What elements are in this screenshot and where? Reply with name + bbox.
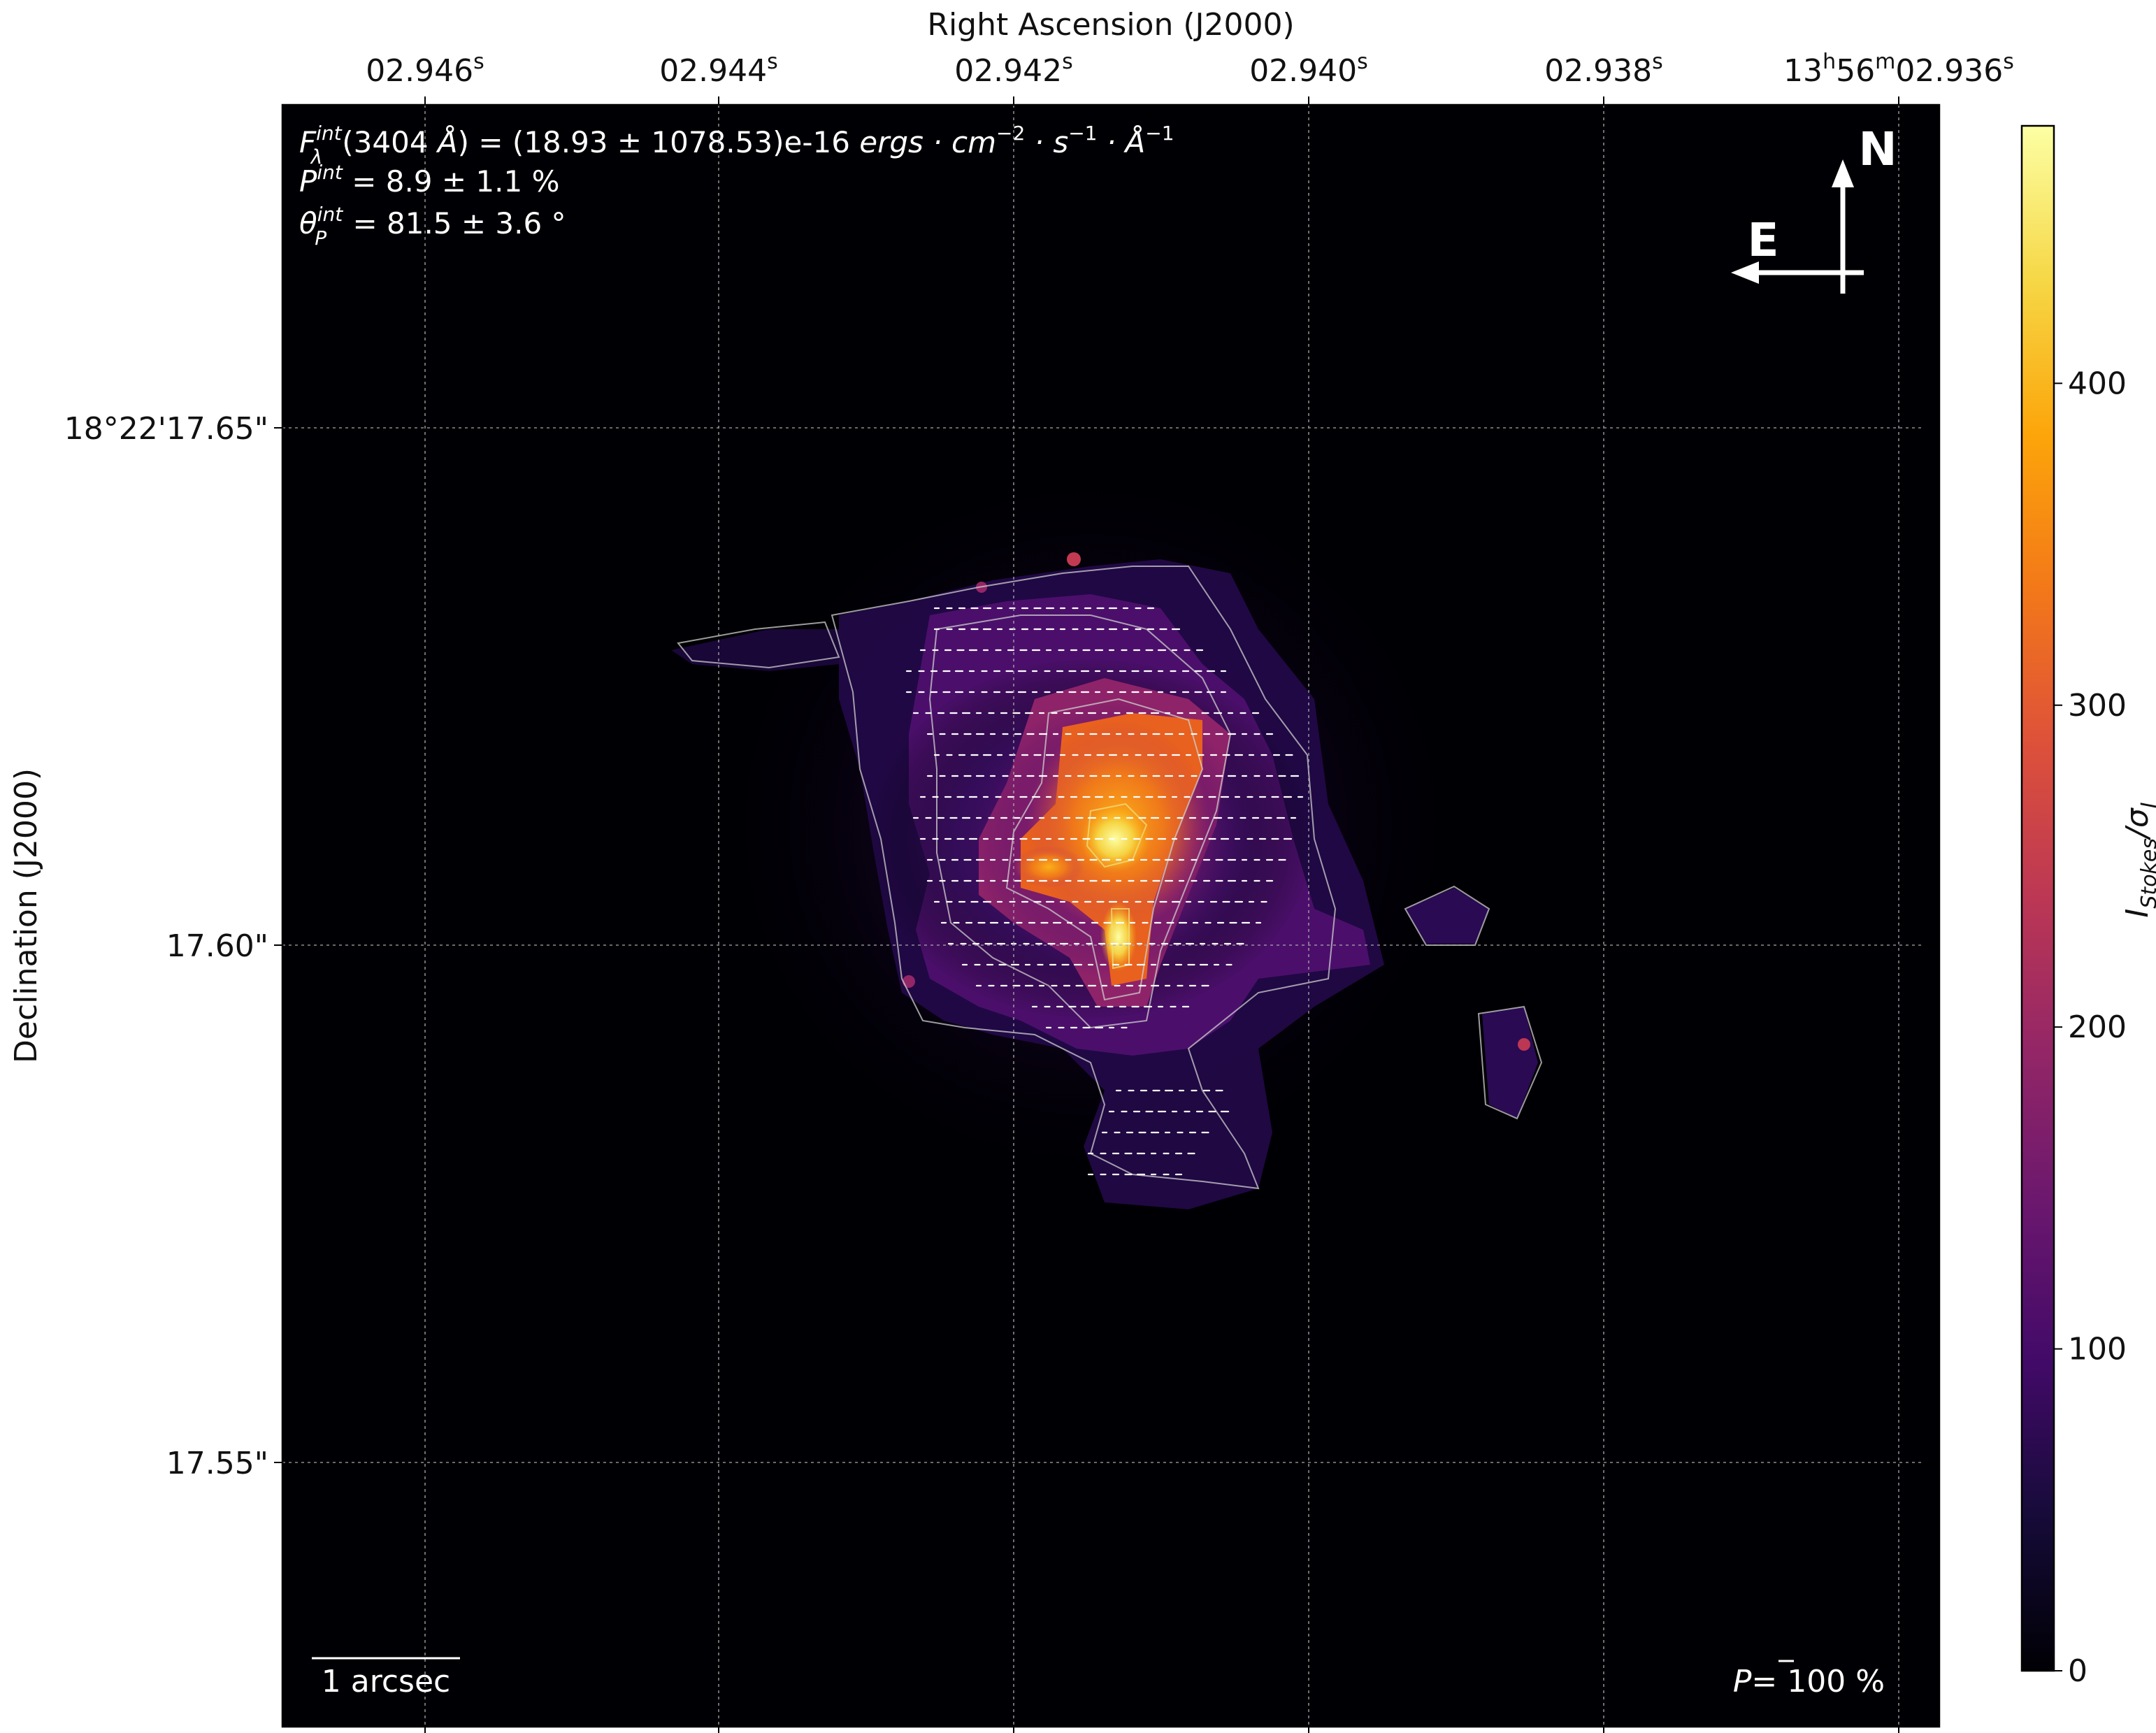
xtick-label-6: 13h56m02.936s xyxy=(1783,50,2014,89)
x-axis-label: Right Ascension (J2000) xyxy=(927,7,1294,43)
north-arrow-head xyxy=(1832,159,1854,187)
core-primary xyxy=(1080,805,1150,872)
xtick-5-unit: s xyxy=(1652,50,1663,74)
scalebar-label: 1 arcsec xyxy=(322,1664,450,1699)
xtick-6-minutes: 56 xyxy=(1836,53,1875,89)
ytick-label-2: 17.60" xyxy=(166,928,268,964)
xtick-label-2: 02.944s xyxy=(659,50,778,89)
east-arrow-head xyxy=(1731,261,1759,284)
angle-sub: P xyxy=(315,226,326,250)
xtick-5-value: 02.938 xyxy=(1544,53,1652,89)
xtick-2-unit: s xyxy=(767,50,778,74)
xtick-1-unit: s xyxy=(473,50,484,74)
xtick-6-h: h xyxy=(1823,50,1836,74)
xtick-6-seconds: 02.936 xyxy=(1895,53,2003,89)
vector-scale-eq: = xyxy=(1751,1664,1787,1699)
east-knot xyxy=(1482,1007,1538,1119)
plot-frame xyxy=(281,103,1941,1728)
vector-scale-label: P= 100 % xyxy=(1733,1664,1885,1699)
contour-east-knot xyxy=(1477,1005,1543,1120)
xtick-label-4: 02.940s xyxy=(1249,50,1368,89)
xtick-6-m: m xyxy=(1875,50,1895,74)
colorbar-gradient xyxy=(2020,124,2055,1672)
flux-wavelength: (3404 xyxy=(342,125,438,159)
flux-value: ) = (18.93 ± 1078.53)e-16 xyxy=(458,125,860,159)
colorbar-tick-label-0: 0 xyxy=(2068,1653,2087,1689)
x-tick-labels: 02.946s 02.944s 02.942s 02.940s 02.938s … xyxy=(366,50,2014,89)
polarization-annotation: Pint = 8.9 ± 1.1 % xyxy=(299,161,559,199)
contour-outer xyxy=(831,566,1337,1190)
xtick-4-unit: s xyxy=(1357,50,1368,74)
polarization-vectors xyxy=(905,607,1304,1176)
knot-north-1 xyxy=(1067,552,1081,566)
cb-label-slash: /σ xyxy=(2120,807,2155,841)
cb-label-sub: Stokes xyxy=(2137,838,2156,909)
xtick-4-value: 02.940 xyxy=(1249,53,1357,89)
colorbar-tick-label-3: 300 xyxy=(2068,688,2127,724)
colorbar-ticks: 0 100 200 300 400 xyxy=(2054,366,2127,1689)
plot-area: Fint λ (3404 Å) = (18.93 ± 1078.53)e-16 er… xyxy=(274,96,1941,1733)
grid-lines xyxy=(282,105,1939,1727)
contour-inner xyxy=(1005,698,1204,1001)
cb-label-sub2: I xyxy=(2137,802,2156,808)
cb-label-I: I xyxy=(2120,909,2155,918)
emission-heatmap xyxy=(671,461,1538,1209)
pol-symbol: P xyxy=(299,164,317,199)
xtick-3-unit: s xyxy=(1062,50,1073,74)
diffuse-arm xyxy=(671,629,839,671)
flux-sub: λ xyxy=(310,145,323,168)
angle-value: = 81.5 ± 3.6 ° xyxy=(343,206,566,240)
core-secondary xyxy=(1100,902,1137,972)
flux-annotation: Fint λ (3404 Å) = (18.93 ± 1078.53)e-16 er… xyxy=(299,122,1174,168)
angle-annotation: θint P = 81.5 ± 3.6 ° xyxy=(299,203,566,250)
colorbar-tick-label-2: 200 xyxy=(2068,1009,2127,1045)
flux-angstrom: Å xyxy=(436,124,458,159)
contour-east-blob xyxy=(1404,885,1490,946)
compass xyxy=(1731,159,1864,294)
flux-exp1: −2 xyxy=(996,122,1025,145)
xtick-label-3: 02.942s xyxy=(954,50,1073,89)
y-tick-labels: 18°22'17.65" 17.60" 17.55" xyxy=(64,411,268,1481)
flux-aa: · Å xyxy=(1098,124,1146,159)
contour-arm xyxy=(677,621,840,669)
xtick-1-value: 02.946 xyxy=(366,53,473,89)
xtick-6-s: s xyxy=(2003,50,2014,74)
knot-east-1 xyxy=(1518,1038,1530,1051)
flux-exp2: −1 xyxy=(1068,122,1097,145)
y-axis-label: Declination (J2000) xyxy=(8,768,44,1063)
xtick-2-value: 02.944 xyxy=(659,53,767,89)
flux-units: ergs · cm xyxy=(859,125,996,159)
knot-west-1 xyxy=(903,975,915,988)
vector-scale-symbol: P xyxy=(1733,1664,1752,1699)
flux-s: · s xyxy=(1025,125,1068,159)
east-blob xyxy=(1405,888,1489,944)
angle-sup: int xyxy=(317,203,344,226)
pol-sup: int xyxy=(317,161,343,184)
angle-symbol: θ xyxy=(299,206,317,240)
compass-east-label: E xyxy=(1747,213,1778,267)
colorbar-label: IStokes/σI xyxy=(2120,802,2156,917)
compass-north-label: N xyxy=(1858,122,1897,176)
pol-value: = 8.9 ± 1.1 % xyxy=(343,164,560,199)
ytick-label-1: 18°22'17.65" xyxy=(64,411,268,447)
flux-symbol: F xyxy=(299,125,317,159)
xtick-3-value: 02.942 xyxy=(954,53,1062,89)
xtick-6-hours: 13 xyxy=(1783,53,1823,89)
flux-exp3: −1 xyxy=(1145,122,1174,145)
flux-sup: int xyxy=(316,122,343,145)
xtick-label-1: 02.946s xyxy=(366,50,484,89)
ytick-label-3: 17.55" xyxy=(166,1446,268,1481)
xtick-label-5: 02.938s xyxy=(1544,50,1663,89)
colorbar-tick-label-1: 100 xyxy=(2068,1332,2127,1367)
vector-scale-value: 100 % xyxy=(1787,1664,1885,1699)
core-west xyxy=(1014,846,1084,888)
colorbar-tick-label-4: 400 xyxy=(2068,366,2127,401)
tick-marks xyxy=(274,96,1939,1733)
